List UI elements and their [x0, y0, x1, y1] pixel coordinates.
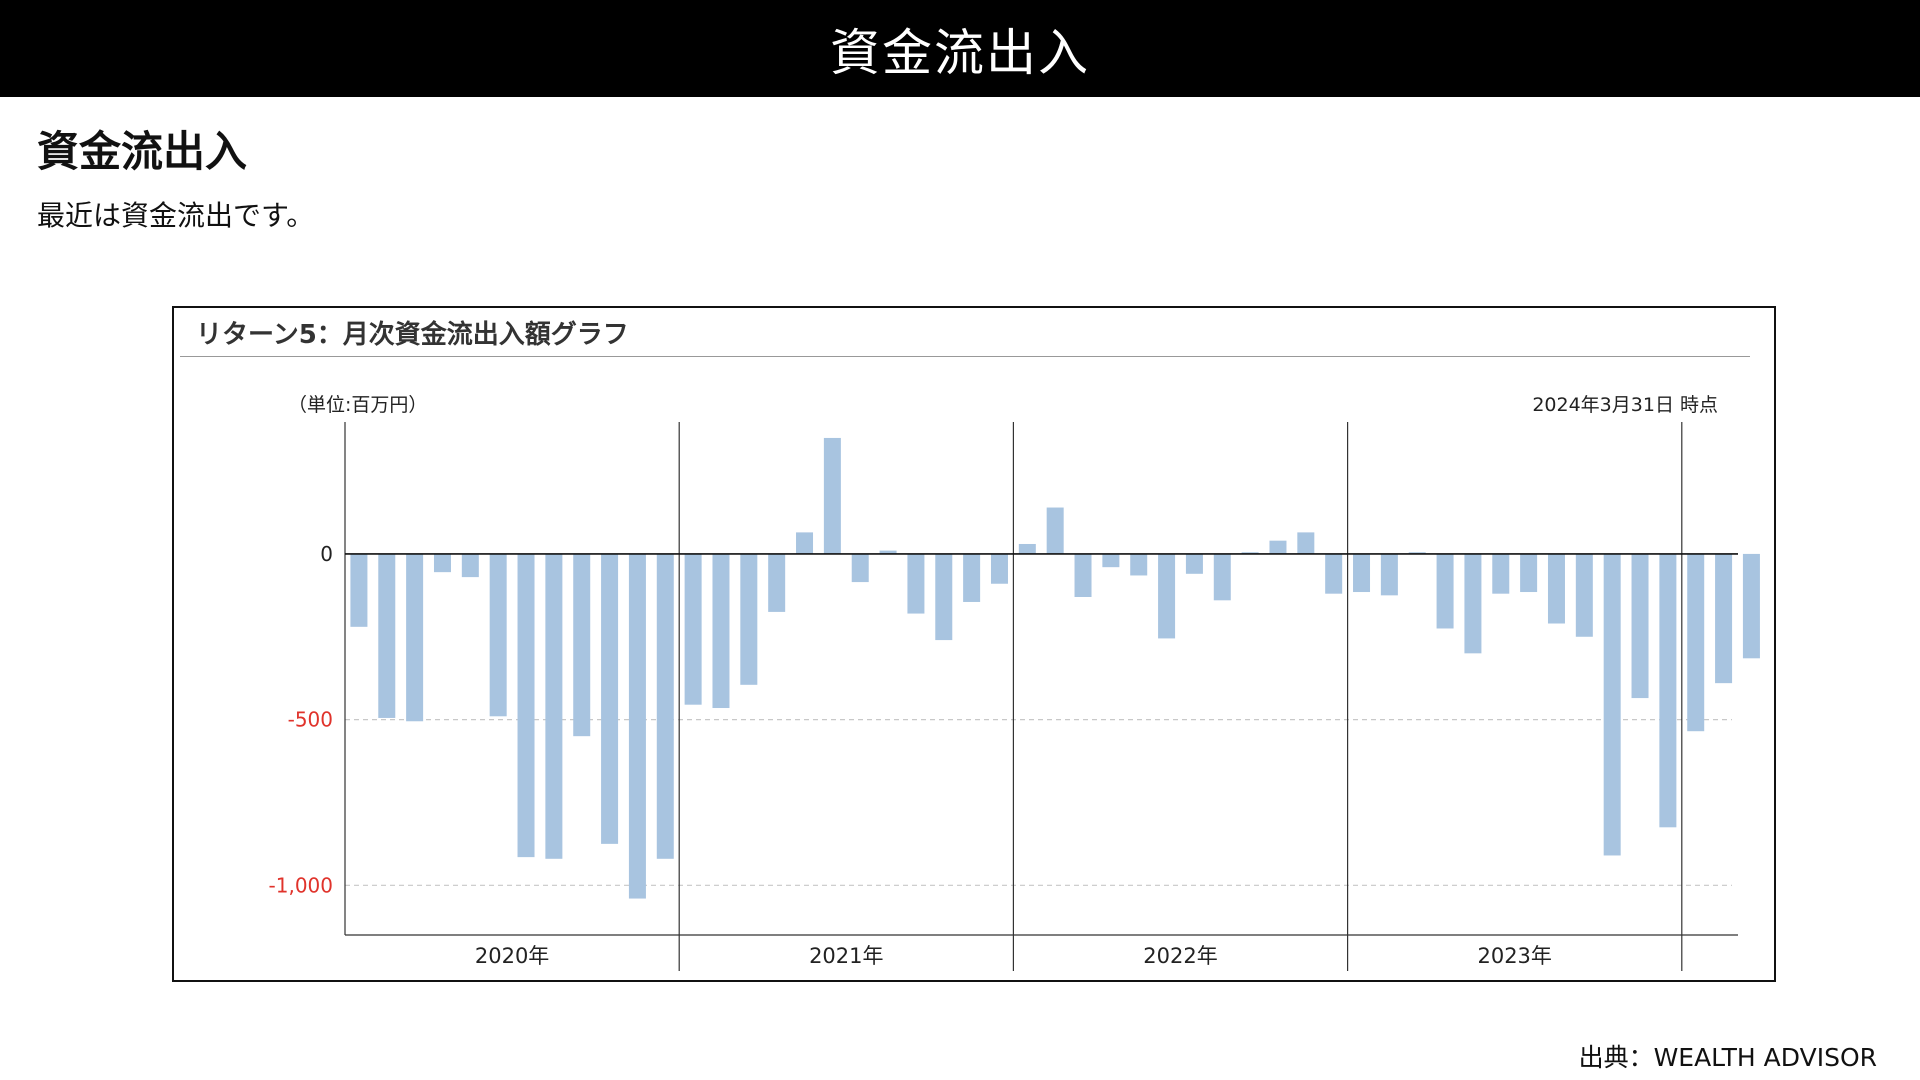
section-description: 最近は資金流出です。	[37, 199, 315, 232]
bar	[1380, 553, 1398, 596]
bar	[1742, 553, 1760, 659]
bar	[768, 553, 786, 612]
bar	[1353, 553, 1371, 593]
bar	[1185, 553, 1203, 574]
bar	[461, 553, 479, 578]
bar-chart: 2020年2021年2022年2023年2024年0-500-1,000	[269, 422, 1760, 971]
header-title: 資金流出入	[830, 23, 1090, 82]
bar	[1492, 553, 1510, 594]
chart-unit-label: （単位:百万円）	[288, 394, 428, 416]
bar	[1018, 543, 1036, 554]
bar	[1325, 553, 1343, 594]
bar	[1213, 553, 1231, 601]
bar	[1102, 553, 1120, 568]
bar	[1575, 553, 1593, 637]
bar	[684, 553, 702, 705]
bar	[1408, 552, 1426, 554]
bar	[1158, 553, 1176, 639]
bar	[1046, 507, 1064, 554]
bar	[433, 553, 451, 573]
bar	[1687, 553, 1705, 732]
chart-as-of-date: 2024年3月31日 時点	[1532, 394, 1718, 416]
chart-panel: リターン5：月次資金流出入額グラフ （単位:百万円） 2024年3月31日 時点…	[172, 306, 1776, 982]
y-tick-label: -1,000	[269, 873, 333, 897]
year-label: 2022年	[1143, 944, 1217, 968]
bar	[851, 553, 869, 583]
bar	[350, 553, 368, 627]
section-heading: 資金流出入	[37, 127, 248, 176]
chart-title-divider	[180, 356, 1750, 357]
year-label: 2020年	[475, 944, 549, 968]
bar	[545, 553, 563, 859]
bar	[879, 550, 897, 554]
bar	[935, 553, 953, 641]
chart-title: リターン5：月次資金流出入額グラフ	[196, 320, 629, 350]
bar	[712, 553, 730, 709]
bar	[1130, 553, 1148, 576]
bar	[963, 553, 981, 602]
bar	[1547, 553, 1565, 624]
bar	[517, 553, 535, 858]
bar	[1603, 553, 1621, 856]
bar	[378, 553, 396, 718]
bar	[740, 553, 758, 685]
bar	[1297, 532, 1315, 554]
bar	[489, 553, 507, 717]
y-tick-label: -500	[288, 708, 333, 732]
bar	[1241, 552, 1259, 554]
bar	[1659, 553, 1677, 828]
y-tick-label: 0	[320, 542, 333, 566]
year-label: 2023年	[1477, 944, 1551, 968]
source-credit: 出典：WEALTH ADVISOR	[1578, 1043, 1877, 1072]
bar	[1436, 553, 1454, 629]
year-label: 2021年	[809, 944, 883, 968]
bar	[628, 553, 646, 899]
bar	[1464, 553, 1482, 654]
bar	[907, 553, 925, 614]
bar	[796, 532, 814, 554]
bar	[823, 437, 841, 554]
bar	[1631, 553, 1649, 699]
page-header-bar: 資金流出入	[0, 0, 1920, 97]
bar	[1520, 553, 1538, 593]
bar	[1269, 540, 1287, 554]
bar	[573, 553, 591, 737]
bar	[656, 553, 674, 859]
bar	[990, 553, 1008, 584]
bar	[1074, 553, 1092, 597]
bar	[1715, 553, 1733, 684]
bar	[406, 553, 424, 722]
bar	[601, 553, 619, 844]
